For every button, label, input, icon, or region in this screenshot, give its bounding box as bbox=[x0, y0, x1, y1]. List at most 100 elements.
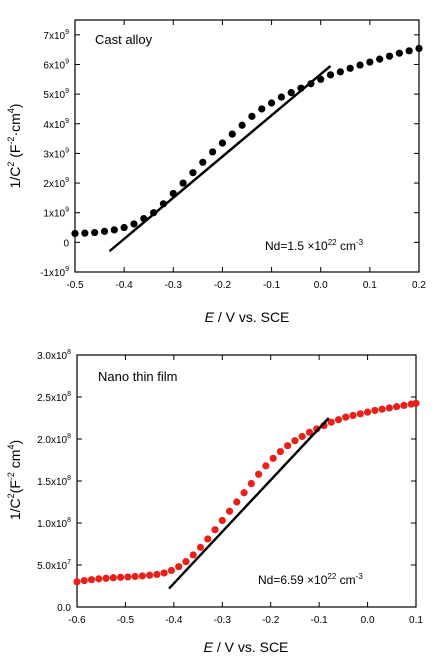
data-point bbox=[400, 401, 408, 409]
data-point bbox=[378, 405, 386, 413]
data-point bbox=[269, 454, 277, 462]
data-point bbox=[109, 574, 117, 582]
data-point bbox=[405, 47, 413, 55]
y-tick-label: 0.0 bbox=[57, 603, 71, 614]
data-point bbox=[376, 55, 384, 63]
data-point bbox=[238, 121, 246, 129]
x-tick-label: -0.2 bbox=[214, 280, 232, 291]
y-tick-label: 4x109 bbox=[43, 118, 69, 131]
axes-ticks: -0.5 -0.4 -0.3 -0.2 -0.1 0.0 0.1 0.2 -1x109 0 1x10… bbox=[40, 20, 426, 291]
data-point bbox=[189, 551, 197, 559]
y-tick-label: 6x109 bbox=[43, 58, 69, 71]
data-point bbox=[225, 507, 234, 515]
data-point bbox=[131, 572, 139, 581]
y-tick-label: 2.0x108 bbox=[37, 433, 71, 446]
y-tick-label: 3x109 bbox=[43, 147, 69, 160]
data-point bbox=[95, 575, 103, 583]
x-tick-label: 0.0 bbox=[314, 280, 328, 291]
data-point bbox=[196, 543, 205, 551]
data-point bbox=[356, 410, 364, 418]
data-point bbox=[110, 226, 118, 234]
data-point bbox=[73, 578, 81, 586]
data-point bbox=[240, 489, 248, 497]
data-point bbox=[276, 448, 284, 456]
data-series bbox=[71, 44, 423, 253]
plot-frame bbox=[74, 19, 420, 273]
y-tick-label: 1.0x108 bbox=[37, 517, 71, 530]
data-point bbox=[228, 130, 236, 138]
data-point bbox=[124, 573, 132, 581]
annotation: Nd=1.5 ×1022 cm-3 bbox=[265, 238, 364, 253]
data-point bbox=[71, 229, 79, 238]
x-tick-label: -0.1 bbox=[311, 615, 329, 626]
x-tick-label: -0.3 bbox=[165, 280, 183, 291]
x-tick-label: -0.5 bbox=[117, 615, 135, 626]
x-tick-label: 0.2 bbox=[412, 280, 426, 291]
x-tick-label: -0.6 bbox=[68, 615, 86, 626]
data-point bbox=[371, 406, 379, 415]
panel-nano-thin-film: -0.6 -0.5 -0.4 -0.3 -0.2 -0.1 0.0 0.1 0.0 5.0x107… bbox=[6, 349, 423, 655]
data-point bbox=[255, 470, 263, 478]
panel-label: Nano thin film bbox=[98, 369, 177, 384]
x-tick-label: 0.1 bbox=[409, 615, 423, 626]
data-point bbox=[349, 411, 357, 420]
y-tick-label: 1x109 bbox=[43, 207, 69, 220]
data-point bbox=[342, 413, 350, 421]
x-tick-label: -0.1 bbox=[263, 280, 281, 291]
annotation: Nd=6.59 ×1022 cm-3 bbox=[258, 572, 363, 587]
y-axis-label: 1/C2 (F-2·cm4) bbox=[6, 104, 23, 189]
data-point bbox=[182, 558, 190, 566]
data-point bbox=[366, 58, 374, 66]
data-point bbox=[130, 220, 138, 228]
data-series bbox=[73, 399, 420, 590]
data-point bbox=[287, 89, 295, 97]
data-point bbox=[326, 71, 335, 79]
fit-line bbox=[108, 65, 332, 253]
data-point bbox=[102, 574, 110, 582]
data-point bbox=[233, 498, 241, 506]
data-point bbox=[120, 223, 128, 232]
data-point bbox=[80, 576, 88, 585]
y-tick-label: 3.0x108 bbox=[37, 349, 71, 362]
plot-frame bbox=[76, 354, 417, 608]
data-point bbox=[248, 112, 256, 120]
y-tick-label: 2.5x108 bbox=[37, 391, 71, 404]
data-point bbox=[334, 416, 343, 424]
data-point bbox=[336, 68, 344, 76]
data-point bbox=[284, 442, 292, 450]
y-tick-label: 0 bbox=[63, 238, 69, 249]
panel-label: Cast alloy bbox=[95, 32, 153, 47]
data-point bbox=[327, 418, 335, 426]
data-point bbox=[204, 535, 212, 543]
y-tick-label: 2x109 bbox=[43, 177, 69, 190]
x-axis-label: E / V vs. SCE bbox=[205, 309, 290, 325]
data-point bbox=[346, 64, 354, 72]
data-point bbox=[153, 570, 161, 579]
data-point bbox=[160, 569, 168, 577]
y-tick-label: 1.5x108 bbox=[37, 475, 71, 488]
data-point bbox=[262, 462, 270, 470]
x-tick-label: 0.0 bbox=[361, 615, 375, 626]
data-point bbox=[356, 61, 364, 69]
data-point bbox=[277, 93, 285, 101]
data-point bbox=[385, 404, 393, 412]
data-point bbox=[87, 576, 96, 584]
data-point bbox=[167, 566, 176, 575]
data-point bbox=[218, 516, 226, 525]
x-tick-label: -0.3 bbox=[214, 615, 232, 626]
x-tick-label: -0.5 bbox=[66, 280, 84, 291]
data-point bbox=[267, 99, 276, 107]
data-point bbox=[395, 49, 403, 57]
data-point bbox=[91, 228, 99, 237]
data-point bbox=[363, 408, 372, 416]
y-tick-label: 7x109 bbox=[43, 29, 69, 42]
data-point bbox=[179, 179, 187, 187]
data-point bbox=[298, 432, 306, 441]
data-point bbox=[317, 75, 325, 83]
axes-ticks: -0.6 -0.5 -0.4 -0.3 -0.2 -0.1 0.0 0.1 0.0 5.0x107… bbox=[37, 349, 423, 626]
data-point bbox=[247, 479, 255, 488]
data-point bbox=[199, 158, 207, 166]
data-point bbox=[415, 44, 423, 53]
data-point bbox=[305, 428, 314, 436]
